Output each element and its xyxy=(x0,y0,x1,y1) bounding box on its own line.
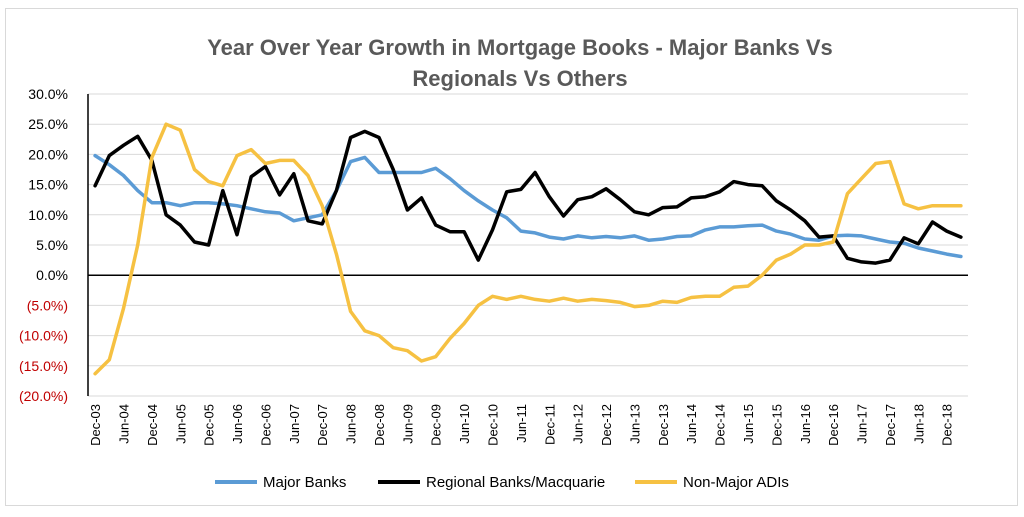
y-tick-label: 30.0% xyxy=(28,86,68,102)
x-tick-label: Jun-06 xyxy=(230,404,245,444)
y-tick-label: (5.0%) xyxy=(27,297,68,313)
x-tick-label: Dec-16 xyxy=(826,404,841,446)
x-tick-label: Dec-03 xyxy=(88,404,103,446)
x-tick-label: Dec-15 xyxy=(769,404,784,446)
x-tick-label: Dec-13 xyxy=(656,404,671,446)
x-tick-label: Dec-10 xyxy=(486,404,501,446)
x-tick-label: Dec-11 xyxy=(542,404,557,445)
y-tick-label: 10.0% xyxy=(28,207,68,223)
x-tick-label: Jun-12 xyxy=(571,404,586,444)
x-tick-label: Jun-07 xyxy=(287,404,302,444)
x-tick-label: Jun-15 xyxy=(741,404,756,444)
x-tick-label: Jun-16 xyxy=(798,404,813,444)
x-tick-label: Dec-04 xyxy=(145,404,160,446)
y-axis-tick-labels: 30.0% 25.0% 20.0% 15.0% 10.0% 5.0% 0.0% (5.0%) (… xyxy=(19,86,68,404)
x-tick-label: Jun-14 xyxy=(684,404,699,444)
y-tick-label: 5.0% xyxy=(36,237,68,253)
legend-label: Non-Major ADIs xyxy=(683,474,789,491)
y-tick-label: 20.0% xyxy=(28,146,68,162)
x-tick-label: Jun-11 xyxy=(514,404,529,443)
x-tick-label: Dec-12 xyxy=(599,404,614,446)
y-tick-label: 0.0% xyxy=(36,267,68,283)
axes xyxy=(87,94,968,396)
x-tick-label: Jun-05 xyxy=(173,404,188,444)
y-tick-label: 15.0% xyxy=(28,177,68,193)
x-tick-label: Dec-05 xyxy=(202,404,217,446)
x-tick-label: Jun-13 xyxy=(627,404,642,444)
x-tick-label: Dec-14 xyxy=(713,404,728,446)
x-axis-tick-labels: Dec-03 Jun-04 Dec-04 Jun-05 Dec-05 Jun-06 Dec-… xyxy=(88,404,955,446)
x-tick-label: Dec-18 xyxy=(940,404,955,446)
x-tick-label: Dec-07 xyxy=(315,404,330,446)
chart-title-line-1: Year Over Year Growth in Mortgage Books … xyxy=(207,35,833,60)
y-tick-label: (15.0%) xyxy=(19,358,68,374)
x-tick-label: Jun-18 xyxy=(911,404,926,444)
x-tick-label: Jun-17 xyxy=(855,404,870,444)
y-tick-label: (10.0%) xyxy=(19,328,68,344)
series-line-regional-banks-macquarie xyxy=(93,129,963,265)
y-tick-label: 25.0% xyxy=(28,116,68,132)
y-tick-label: (20.0%) xyxy=(19,388,68,404)
series-lines xyxy=(93,122,963,376)
legend-label: Regional Banks/Macquarie xyxy=(426,474,605,491)
x-tick-label: Dec-09 xyxy=(429,404,444,446)
chart-title-line-2: Regionals Vs Others xyxy=(412,66,627,91)
legend-label: Major Banks xyxy=(263,474,346,491)
x-tick-label: Jun-04 xyxy=(116,404,131,444)
x-tick-label: Dec-08 xyxy=(372,404,387,446)
series-line-non-major-adis xyxy=(93,122,963,376)
x-tick-label: Dec-17 xyxy=(883,404,898,446)
x-tick-label: Jun-09 xyxy=(400,404,415,444)
legend: Major Banks Regional Banks/Macquarie Non-M… xyxy=(215,474,789,491)
x-tick-label: Dec-06 xyxy=(258,404,273,446)
x-tick-label: Jun-08 xyxy=(344,404,359,444)
series-line-major-banks xyxy=(93,153,963,259)
x-tick-label: Jun-10 xyxy=(457,404,472,444)
